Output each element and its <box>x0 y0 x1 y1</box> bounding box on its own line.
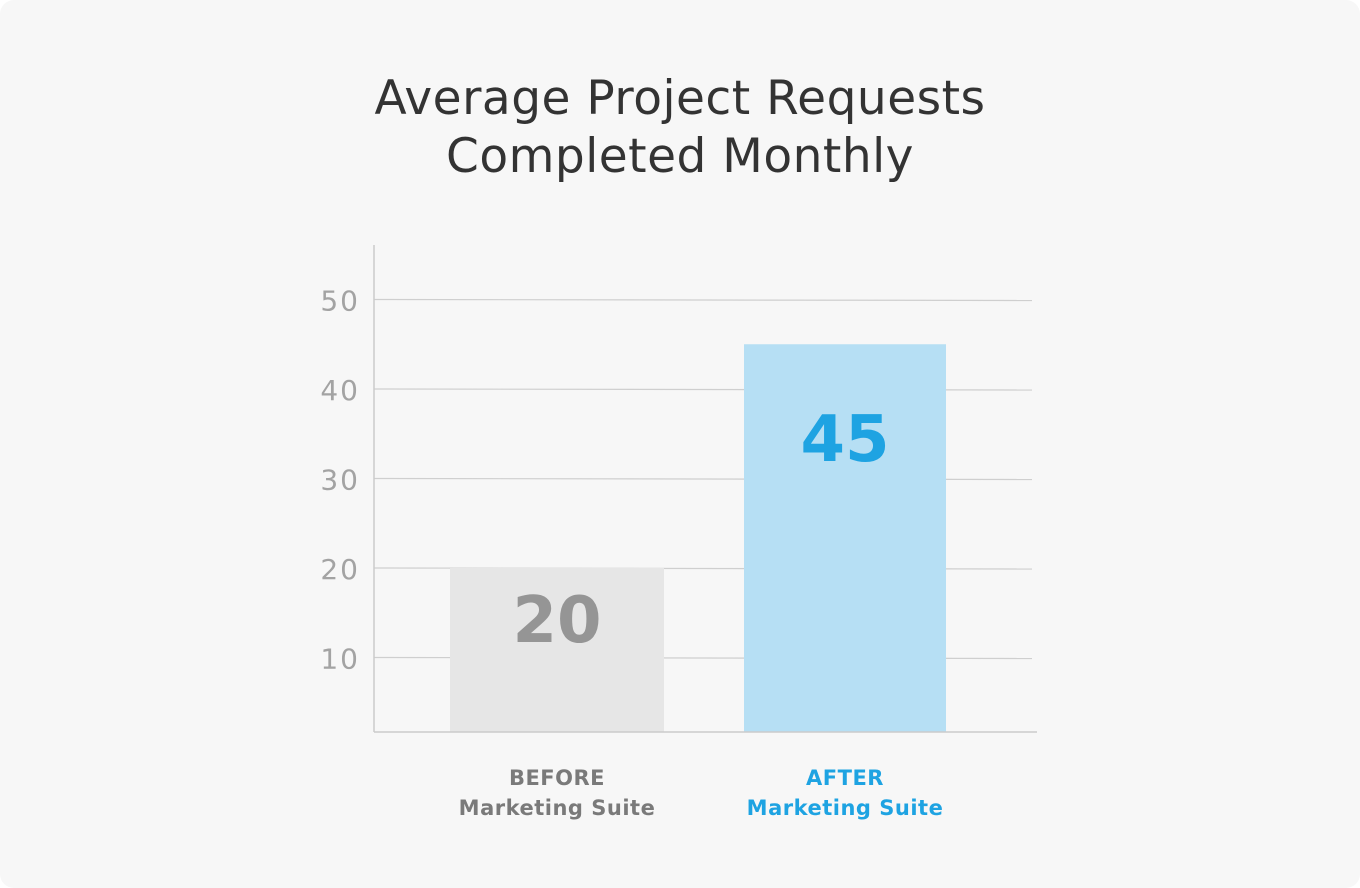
bar-data-label-1: 45 <box>800 403 889 477</box>
y-tick-label-30: 30 <box>320 464 360 497</box>
category-label-before-line-2: Marketing Suite <box>458 796 656 820</box>
y-tick-label-20: 20 <box>320 553 360 586</box>
chart-title-line-1: Average Project Requests <box>374 71 986 126</box>
bar-data-label-0: 20 <box>512 584 601 658</box>
chart-title-line-2: Completed Monthly <box>446 129 914 184</box>
gridline-50 <box>373 298 1033 302</box>
y-tick-label-10: 10 <box>320 643 360 676</box>
category-label-after-line-2: Marketing Suite <box>746 796 944 820</box>
y-tick-label-40: 40 <box>320 374 360 407</box>
y-tick-label-50: 50 <box>320 285 360 318</box>
chart-title: Average Project Requests Completed Month… <box>0 70 1360 186</box>
bar-0 <box>450 568 664 732</box>
category-label-after: AFTER Marketing Suite <box>695 763 995 823</box>
category-label-before: BEFORE Marketing Suite <box>407 763 707 823</box>
category-label-before-line-1: BEFORE <box>508 766 606 790</box>
category-label-after-line-1: AFTER <box>806 766 884 790</box>
bar-1 <box>744 344 946 732</box>
